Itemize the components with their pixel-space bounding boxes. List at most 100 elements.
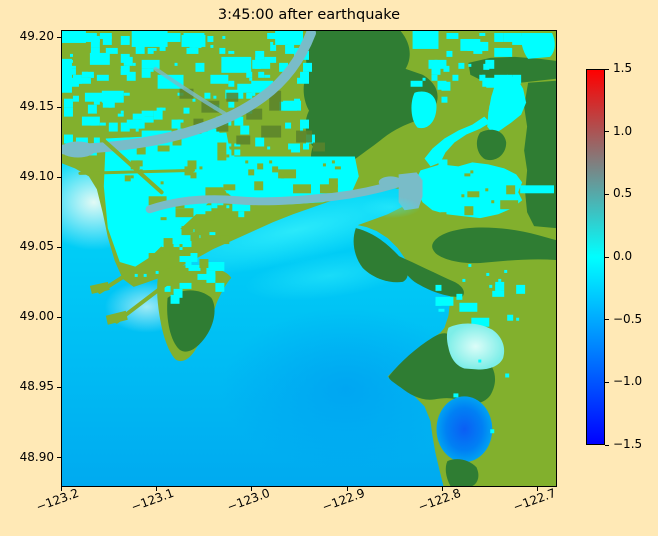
flood-speckle: [132, 113, 145, 120]
flood-speckle: [226, 205, 230, 209]
bay-waters: [360, 196, 505, 463]
flood-speckle: [199, 166, 203, 170]
flood-speckle: [245, 160, 249, 164]
flood-speckle: [331, 160, 335, 164]
flood-speckle: [238, 211, 245, 218]
x-tick-mark: [346, 487, 348, 491]
flood-speckle: [438, 81, 445, 88]
flood-speckle: [180, 140, 190, 150]
flood-speckle: [63, 134, 73, 144]
flood-speckle: [237, 83, 256, 93]
flood-speckle: [141, 59, 160, 69]
flood-speckle: [456, 293, 463, 300]
flood-speckle: [126, 62, 130, 66]
flood-speckle: [205, 187, 224, 197]
flood-speckle: [217, 142, 227, 152]
flood-speckle: [174, 62, 178, 66]
upland-islands: [445, 129, 510, 486]
peninsula-core: [167, 290, 215, 352]
flood-speckle: [207, 35, 214, 42]
y-tick-label: 49.00: [19, 309, 54, 324]
x-tick-mark: [155, 487, 157, 491]
deep-bay: [436, 396, 493, 463]
y-tick-mark: [57, 106, 61, 108]
urban-block: [236, 135, 251, 145]
flood-speckle: [108, 122, 118, 132]
flood-speckle: [468, 263, 472, 267]
colorbar-tick-label: 0.5: [613, 186, 633, 201]
flood-speckle: [483, 320, 487, 324]
flood-speckle: [270, 41, 274, 45]
flood-speckle: [539, 53, 546, 57]
x-tick-label: −122.9: [320, 485, 367, 515]
flood-speckle: [479, 32, 486, 36]
flood-speckle: [443, 65, 450, 72]
flood-speckle: [141, 68, 151, 78]
flood-speckle: [232, 202, 251, 212]
flood-speckle: [78, 77, 91, 84]
flood-patch: [101, 90, 124, 103]
x-tick-label: −123.2: [34, 485, 81, 515]
urban-block: [296, 130, 312, 143]
flood-speckle: [211, 202, 218, 209]
flood-speckle: [503, 80, 513, 90]
flood-speckle: [184, 250, 191, 257]
flood-speckle: [431, 65, 441, 75]
flood-speckle: [278, 169, 297, 179]
flood-speckle: [285, 122, 292, 129]
flood-patch: [131, 31, 168, 47]
flood-speckle: [172, 136, 182, 146]
flood-speckle: [195, 62, 205, 72]
x-tick-label: −122.8: [415, 485, 463, 515]
flood-speckle: [123, 92, 130, 96]
flood-speckle: [179, 247, 183, 251]
flood-speckle: [441, 81, 451, 91]
flood-speckle: [485, 188, 489, 192]
flood-speckle: [136, 145, 146, 155]
colorbar-tick-mark: [605, 193, 609, 195]
y-tick-mark: [57, 386, 61, 388]
flood-speckle: [153, 32, 157, 36]
flood-speckle: [222, 35, 226, 39]
flood-speckle: [93, 35, 100, 42]
flood-speckle: [181, 154, 185, 158]
colorbar-tick-mark: [605, 256, 609, 258]
flood-speckle: [234, 149, 241, 156]
flood-speckle: [148, 196, 167, 206]
flood-speckle: [234, 116, 244, 126]
flood-speckle: [322, 163, 326, 167]
flood-speckle: [516, 284, 526, 294]
y-tick-label: 48.90: [19, 449, 54, 464]
flood-speckle: [182, 238, 192, 248]
flood-speckle: [231, 155, 235, 159]
flood-speckle: [159, 44, 166, 51]
flood-speckle: [485, 59, 495, 69]
urban-block: [226, 92, 239, 102]
flood-speckle: [90, 59, 94, 63]
flood-speckle: [504, 269, 508, 273]
flood-speckle: [141, 110, 154, 117]
flood-speckle: [536, 32, 543, 39]
x-tick-mark: [537, 487, 539, 491]
flood-speckle: [223, 184, 236, 191]
flood-speckle: [512, 35, 531, 45]
flood-speckle: [130, 175, 134, 179]
flood-speckle: [164, 285, 171, 292]
y-tick-label: 49.05: [19, 239, 54, 254]
flood-speckle: [189, 41, 202, 48]
flood-speckle: [90, 38, 100, 48]
flood-speckle: [99, 122, 106, 126]
flood-speckle: [163, 238, 173, 248]
flood-speckle: [303, 143, 309, 150]
flood-speckle: [495, 281, 505, 291]
flood-speckle: [69, 53, 73, 57]
flood-speckle: [240, 62, 247, 69]
flood-speckle: [173, 288, 183, 298]
flood-speckle: [228, 50, 235, 54]
plot-area: [61, 30, 557, 487]
flood-speckle: [431, 74, 438, 81]
flood-speckle: [99, 56, 103, 60]
flood-speckle: [175, 208, 194, 218]
y-tick-label: 48.95: [19, 379, 54, 394]
